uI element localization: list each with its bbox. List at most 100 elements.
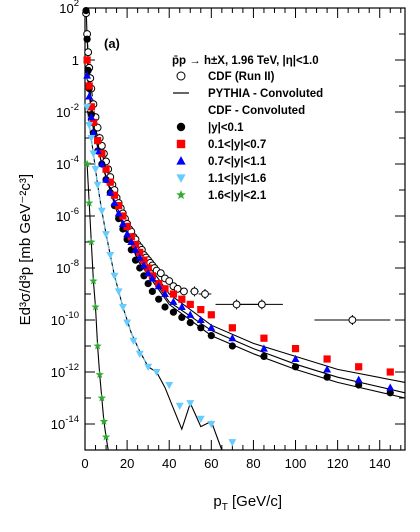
legend-entry-y-0-1: |y|<0.1	[176, 122, 244, 134]
data-point	[123, 222, 131, 230]
y-tick-label: 10-2	[56, 102, 79, 120]
data-point	[355, 363, 363, 371]
data-point	[123, 230, 132, 238]
data-point	[186, 319, 194, 327]
data-point	[84, 66, 92, 74]
data-point	[177, 302, 186, 311]
y-tick-exponent: -4	[71, 154, 79, 165]
x-axis-label: pT [GeV/c]	[213, 493, 282, 513]
x-axis-label-sub: T	[222, 502, 228, 513]
data-point	[386, 383, 395, 391]
legend-label: 1.6<|y|<2.1	[208, 190, 267, 202]
legend-entry-1-1-y-1-6: 1.1<|y|<1.6	[176, 173, 266, 185]
x-tick-label: 20	[120, 456, 134, 471]
x-axis-label-unit: [GeV/c]	[228, 493, 282, 510]
legend-label: CDF (Run II)	[208, 71, 275, 83]
x-tick-label: 120	[327, 456, 349, 471]
data-point	[161, 303, 169, 311]
data-point	[178, 313, 186, 321]
legend-marker	[176, 156, 186, 165]
y-tick-exponent: -2	[71, 102, 79, 113]
data-point	[355, 381, 363, 389]
data-point	[102, 231, 111, 239]
legend-label: 0.1<|y|<0.7	[208, 139, 266, 151]
x-tick-label: 60	[204, 456, 218, 471]
y-tick-label: 10-4	[56, 154, 79, 172]
data-point	[196, 415, 205, 423]
x-tick-label: 0	[81, 456, 88, 471]
legend-marker	[176, 122, 186, 132]
data-point	[83, 35, 91, 43]
data-point	[85, 92, 94, 100]
data-point	[144, 269, 153, 277]
data-point	[89, 128, 98, 136]
y-tick-base: 10	[56, 105, 70, 120]
legend-marker	[176, 139, 186, 149]
data-point	[186, 310, 195, 318]
legend-marker	[176, 190, 186, 200]
data-point	[152, 368, 161, 377]
legend-entry-cdf-convoluted: CDF - Convoluted	[208, 105, 305, 117]
x-tick-label: 100	[285, 456, 307, 471]
data-point	[129, 337, 138, 345]
process-label: p̄p → h±X, 1.96 TeV, |η|<1.0	[172, 55, 319, 67]
data-point	[228, 324, 236, 332]
data-point	[110, 191, 119, 199]
data-point	[106, 251, 115, 260]
panel-label: (a)	[104, 36, 120, 51]
y-tick-exponent: -12	[65, 362, 79, 373]
plot-frame	[84, 7, 406, 451]
data-point	[155, 295, 163, 303]
data-point	[228, 342, 236, 350]
data-point	[87, 134, 96, 143]
data-point	[127, 237, 136, 246]
x-tick-label: 80	[246, 456, 260, 471]
data-point	[260, 334, 268, 342]
data-point	[291, 354, 300, 363]
data-point	[165, 277, 174, 285]
data-point	[98, 150, 106, 158]
data-point	[131, 241, 140, 249]
data-point	[169, 297, 178, 305]
data-point	[144, 264, 152, 272]
y-tick-base: 10	[56, 209, 70, 224]
data-point	[85, 82, 93, 90]
y-tick-label: 10-12	[51, 362, 79, 380]
data-point	[89, 276, 98, 285]
data-point	[127, 233, 135, 241]
data-point	[87, 113, 96, 121]
data-point	[148, 287, 156, 295]
series-0-1-y-0-7	[83, 56, 394, 376]
data-point	[323, 355, 331, 363]
data-point	[87, 237, 96, 246]
y-tick-label: 10-8	[56, 258, 79, 276]
data-point	[118, 219, 127, 227]
data-point	[186, 400, 195, 408]
data-point	[257, 300, 266, 309]
data-point	[139, 261, 148, 269]
y-tick-exponent: -10	[65, 310, 79, 321]
data-point	[154, 282, 163, 290]
data-point	[291, 345, 300, 353]
x-axis-ticks: 0 20 40 60 80 100 120 140	[81, 8, 402, 471]
data-point	[232, 300, 241, 309]
y-axis-label: Ed³σ/d³p [mb GeV⁻²c³]	[17, 174, 34, 325]
data-point	[82, 7, 90, 15]
data-point	[186, 300, 194, 308]
series-0-7-y-1-1	[83, 71, 395, 391]
data-point	[83, 56, 91, 64]
data-point	[89, 150, 98, 158]
data-point	[323, 365, 332, 373]
data-point	[85, 198, 94, 207]
data-point	[118, 303, 127, 312]
y-tick-base: 10	[51, 417, 65, 432]
data-point	[110, 198, 119, 207]
legend-marker	[176, 174, 186, 183]
data-point	[386, 389, 394, 397]
legend-label: |y|<0.1	[208, 122, 244, 134]
data-point	[99, 417, 109, 425]
data-point	[161, 285, 169, 293]
data-point	[119, 212, 127, 220]
